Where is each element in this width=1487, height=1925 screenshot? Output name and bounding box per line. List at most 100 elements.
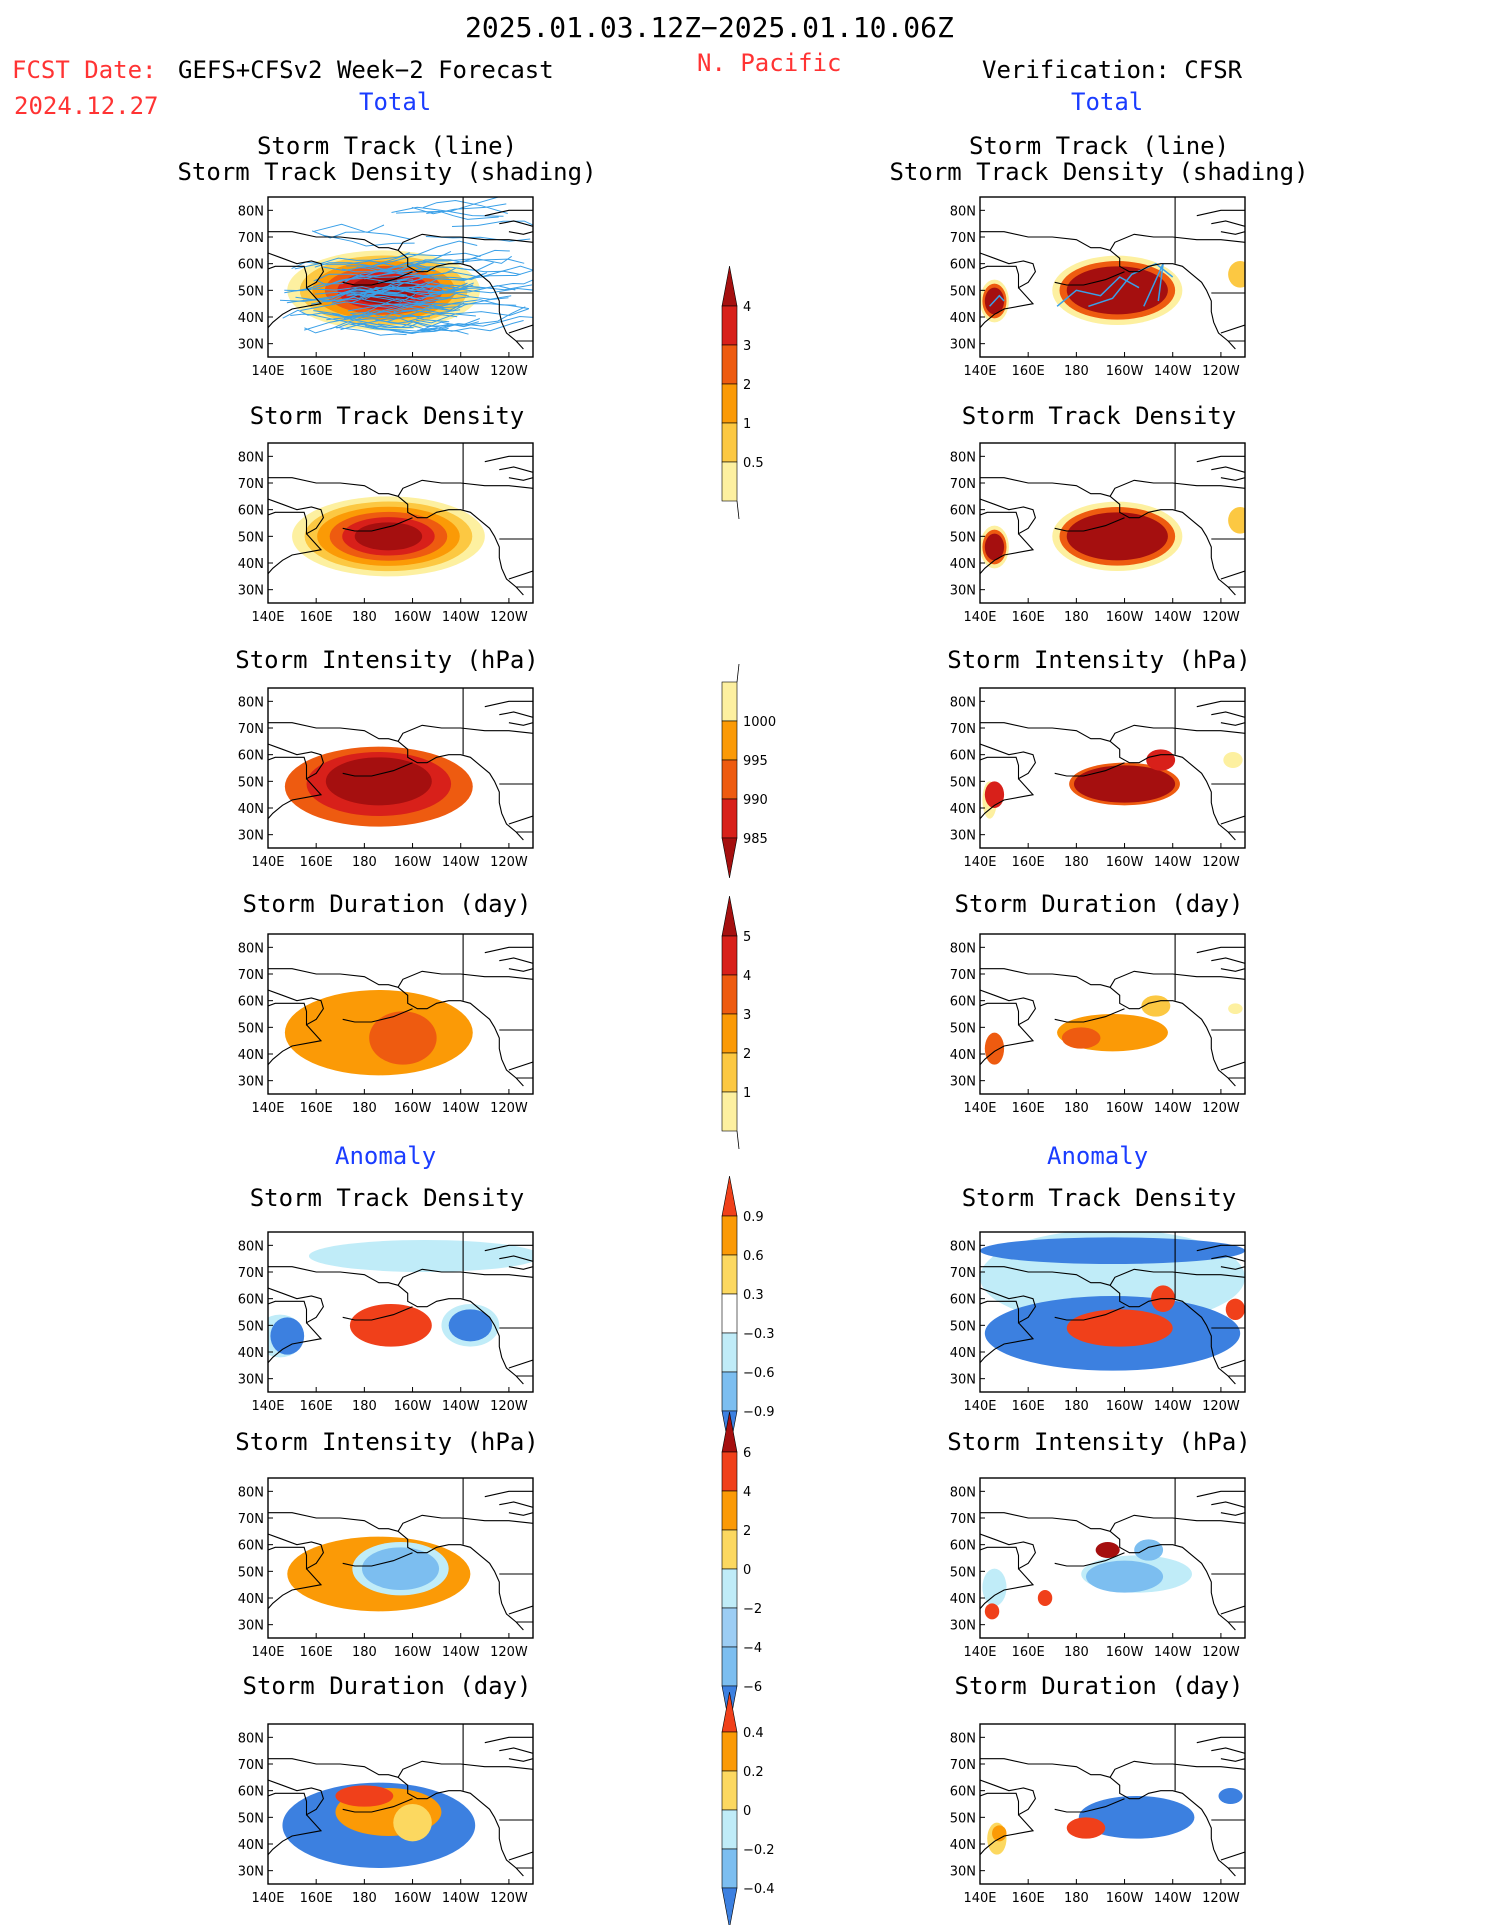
lat-tick-label: 30N <box>950 338 976 353</box>
storm-track-line-47 <box>372 252 481 267</box>
lat-tick-label: 50N <box>950 1811 976 1826</box>
verification-anomaly-intensity-shade-3 <box>1095 1542 1120 1558</box>
lat-tick-label: 40N <box>950 1048 976 1063</box>
coastline-8 <box>1220 815 1245 825</box>
lon-tick-label: 160W <box>394 1645 432 1660</box>
coastline-1 <box>980 1568 1035 1610</box>
lat-tick-label: 50N <box>238 1565 264 1580</box>
lat-tick-label: 30N <box>950 1619 976 1634</box>
lon-tick-label: 180 <box>352 855 377 870</box>
coastline-4 <box>397 1776 524 1877</box>
storm-track-line-51 <box>347 302 463 312</box>
lon-tick-label: 160W <box>1106 364 1144 379</box>
verification-anomaly-duration-shade-1 <box>992 1825 1007 1842</box>
anom-intensity-colorbar-label: −4 <box>743 1641 762 1656</box>
lat-tick-label: 60N <box>238 1785 264 1800</box>
verification-total-duration-frame <box>979 933 1246 1095</box>
coastline-12 <box>1220 1758 1245 1762</box>
vtt-title-1: Storm Track (line) <box>968 132 1230 160</box>
coastline-10 <box>1196 1490 1245 1498</box>
lat-tick-label: 80N <box>238 1731 264 1746</box>
ftt-title-2: Storm Track Density (shading) <box>177 158 597 186</box>
total-duration-colorbar-label: 1 <box>743 1086 751 1101</box>
coastline-0 <box>268 743 325 780</box>
storm-track-line-64 <box>340 314 450 331</box>
lon-tick-label: 180 <box>352 1891 377 1906</box>
lat-tick-label: 40N <box>238 1048 264 1063</box>
lat-tick-label: 60N <box>950 749 976 764</box>
lon-tick-label: 160E <box>1012 1101 1045 1116</box>
anom-density-colorbar-arrow-top <box>721 1175 738 1217</box>
coastline-8 <box>508 1605 533 1615</box>
lon-tick-label: 140W <box>442 1645 480 1660</box>
lat-tick-label: 50N <box>238 775 264 790</box>
total-density-colorbar-swatch <box>721 422 738 463</box>
coastline-1 <box>980 287 1035 329</box>
forecast-anomaly-density-shade-0 <box>308 1240 533 1272</box>
coastline-4 <box>397 740 524 841</box>
arctic-track-line-9 <box>396 197 500 214</box>
lon-tick-label: 160E <box>300 364 333 379</box>
coastline-5 <box>1054 271 1125 286</box>
lon-tick-label: 160E <box>1012 1891 1045 1906</box>
coastline-8 <box>508 815 533 825</box>
coastline-0 <box>268 252 325 289</box>
anom-density-colorbar-swatch <box>721 1371 738 1412</box>
lat-tick-label: 70N <box>238 477 264 492</box>
total-density-colorbar-label: 4 <box>743 300 751 315</box>
coastline-1 <box>980 778 1035 820</box>
anom-density-colorbar: 0.9 0.6 0.3 −0.3 −0.6 −0.9 <box>721 1175 775 1452</box>
coastline-11 <box>499 466 533 473</box>
total-density-colorbar-tail <box>736 500 740 520</box>
verification-total-duration-shade-2 <box>1061 1027 1101 1049</box>
lat-tick-label: 40N <box>950 1838 976 1853</box>
coastline-0 <box>268 1533 325 1570</box>
storm-track-line-65 <box>416 308 529 324</box>
lon-tick-label: 160E <box>300 1891 333 1906</box>
arctic-track-line-7 <box>422 199 508 214</box>
forecast-anomaly-density-shading <box>268 1232 533 1385</box>
anom-density-colorbar-label: 0.9 <box>743 1210 764 1225</box>
lon-tick-label: 140E <box>251 610 284 625</box>
coastline-0 <box>980 1533 1037 1570</box>
coastline-5 <box>342 762 413 777</box>
verification-anomaly-intensity-shade-4 <box>1134 1539 1164 1561</box>
lat-tick-label: 30N <box>238 338 264 353</box>
verification-total-intensity-shading <box>980 688 1245 841</box>
storm-track-line-49 <box>401 303 530 312</box>
forecast-total-intensity-shading <box>268 688 533 841</box>
anom-intensity-colorbar-label: 4 <box>743 1485 751 1500</box>
forecast-anomaly-duration-map: 80N 70N 60N 50N 40N 30N 140E 160E 180 160W 140W 120… <box>238 1723 534 1906</box>
forecast-total-density-map: 80N 70N 60N 50N 40N 30N 140E 160E 180 160W 140W 120… <box>238 442 534 625</box>
coastline-0 <box>268 989 325 1026</box>
lon-tick-label: 140E <box>963 855 996 870</box>
verification-anomaly-intensity-frame <box>979 1477 1246 1639</box>
coastline-2 <box>980 1266 1111 1286</box>
lon-tick-label: 120W <box>490 1399 528 1414</box>
coastline-2 <box>268 1512 399 1532</box>
coastline-2 <box>268 968 399 988</box>
lon-tick-label: 120W <box>490 855 528 870</box>
lon-tick-label: 160E <box>1012 364 1045 379</box>
lat-tick-label: 80N <box>238 941 264 956</box>
lon-tick-label: 160W <box>1106 610 1144 625</box>
storm-track-line-68 <box>338 288 455 301</box>
lon-tick-label: 140E <box>251 1101 284 1116</box>
ftd-title: Storm Track Density <box>249 402 525 430</box>
lon-tick-label: 140W <box>442 855 480 870</box>
coastline-10 <box>1196 1736 1245 1744</box>
coastline-1 <box>268 778 323 820</box>
coastline-11 <box>499 1747 533 1754</box>
lon-tick-label: 140E <box>963 610 996 625</box>
fcst-date: 2024.12.27 <box>14 92 159 120</box>
total-density-colorbar: 4 3 2 1 0.5 <box>721 265 764 520</box>
lon-tick-label: 120W <box>1202 1399 1240 1414</box>
coastline-5 <box>342 1306 413 1321</box>
lon-tick-label: 180 <box>352 1399 377 1414</box>
lat-tick-label: 80N <box>950 1485 976 1500</box>
lat-tick-label: 70N <box>238 1266 264 1281</box>
anom-duration-colorbar-swatch <box>721 1848 738 1889</box>
lat-tick-label: 50N <box>950 530 976 545</box>
verification-total-track-frame <box>979 196 1246 358</box>
total-duration-colorbar-label: 4 <box>743 969 751 984</box>
